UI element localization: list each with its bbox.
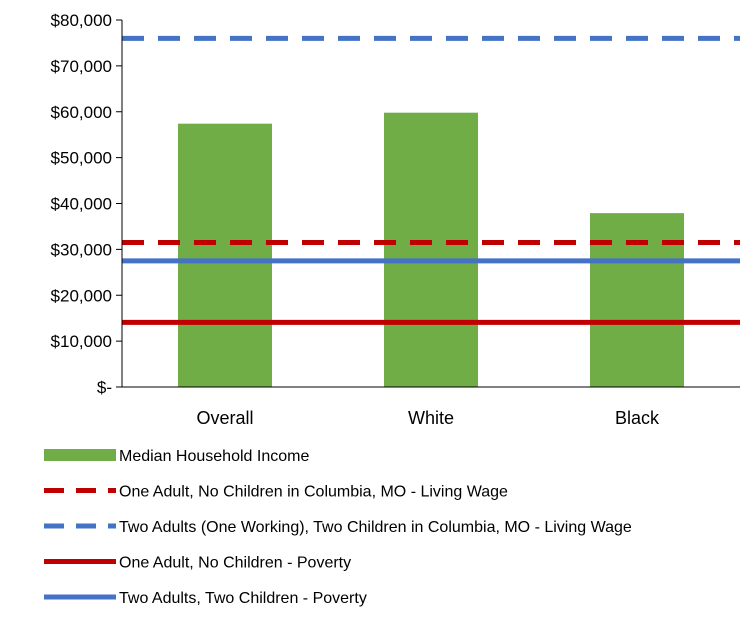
- y-tick-label: $-: [97, 378, 112, 397]
- y-axis-ticks: $- $10,000 $20,000 $30,000 $40,000 $50,000 $60…: [51, 11, 122, 397]
- legend-item: Two Adults (One Working), Two Children i…: [44, 519, 632, 536]
- y-tick-label: $20,000: [51, 286, 112, 305]
- legend-label: Two Adults (One Working), Two Children i…: [119, 519, 632, 536]
- legend-item: Two Adults, Two Children - Poverty: [44, 590, 367, 607]
- y-tick-label: $70,000: [51, 57, 112, 76]
- x-tick-label: Overall: [196, 408, 253, 428]
- bar-overall: [178, 123, 272, 388]
- legend-label: Median Household Income: [119, 448, 309, 465]
- y-tick-label: $50,000: [51, 149, 112, 168]
- y-tick-label: $40,000: [51, 195, 112, 214]
- y-tick-label: $10,000: [51, 332, 112, 351]
- x-tick-label: Black: [615, 408, 660, 428]
- legend-item: One Adult, No Children in Columbia, MO -…: [44, 484, 508, 501]
- y-tick-label: $60,000: [51, 103, 112, 122]
- legend-label: Two Adults, Two Children - Poverty: [119, 590, 367, 607]
- legend-label: One Adult, No Children in Columbia, MO -…: [119, 484, 508, 501]
- legend: Median Household Income One Adult, No Chi…: [44, 448, 632, 607]
- legend-label: One Adult, No Children - Poverty: [119, 555, 351, 572]
- legend-item: Median Household Income: [44, 448, 309, 465]
- y-tick-label: $80,000: [51, 11, 112, 30]
- legend-swatch: [44, 449, 116, 461]
- bar-white: [384, 112, 478, 387]
- y-tick-label: $30,000: [51, 240, 112, 259]
- x-axis-labels: Overall White Black: [196, 408, 660, 428]
- bar-black: [590, 213, 684, 387]
- x-tick-label: White: [408, 408, 454, 428]
- bars: [178, 112, 684, 388]
- legend-item: One Adult, No Children - Poverty: [44, 555, 351, 572]
- reference-lines-front: [122, 35, 740, 325]
